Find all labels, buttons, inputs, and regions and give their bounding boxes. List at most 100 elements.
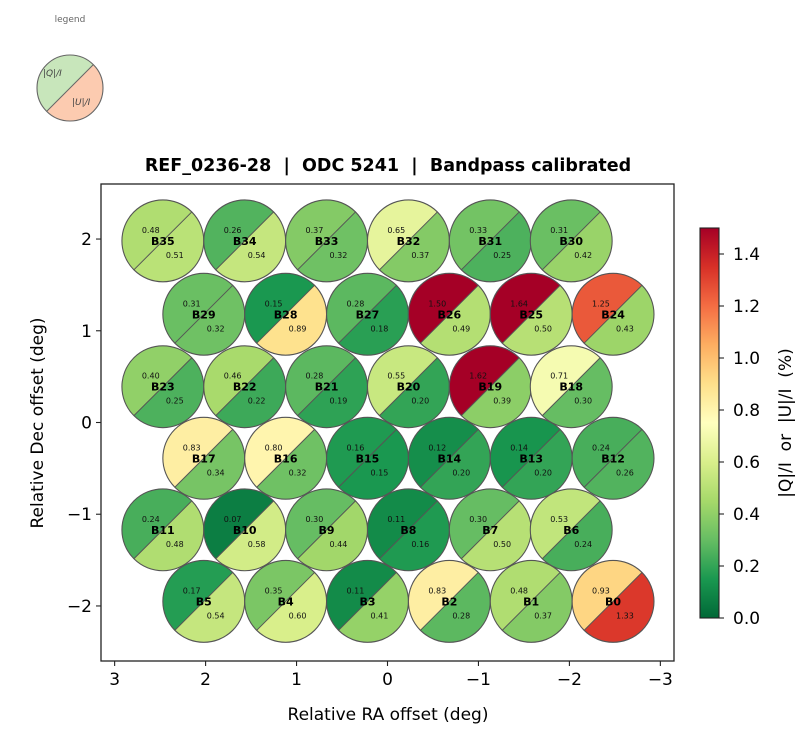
beam-u-value: 0.30 — [574, 397, 592, 406]
beam-label: B30 — [559, 235, 583, 248]
beam-label: B13 — [519, 452, 543, 465]
beam-u-value: 0.51 — [166, 251, 184, 260]
beam-b10-q-half — [203, 488, 274, 559]
beam-label: B18 — [559, 381, 583, 394]
colorbar-tick-label: 0.8 — [733, 401, 760, 421]
beam-b24-q-half — [572, 273, 643, 344]
beam-b33-u-half — [297, 211, 368, 282]
beam-b31-divider — [460, 211, 520, 271]
beam-b30-divider — [541, 211, 601, 271]
x-tick-label: 3 — [109, 670, 120, 690]
beam-b15-u-half — [338, 429, 409, 500]
beam-b33-divider — [297, 211, 356, 271]
beam-u-value: 0.39 — [493, 397, 511, 406]
beam-b14-u-half — [420, 429, 491, 500]
beam-b0-u-half — [584, 572, 654, 643]
y-tick-label: 0 — [81, 414, 92, 434]
beam-b25-q-half — [490, 273, 561, 344]
beam-label: B19 — [478, 381, 502, 394]
beam-label: B24 — [601, 308, 625, 321]
y-axis-ticks: 2 1 0 −1 −2 — [67, 230, 101, 617]
beam-b35-q-half — [121, 199, 192, 270]
beam-b14-q-half — [408, 417, 479, 488]
beam-b24-outline — [571, 272, 655, 356]
beam-q-value: 0.24 — [592, 443, 610, 452]
beam-label: B31 — [478, 235, 502, 248]
beam-q-value: 0.93 — [592, 586, 610, 595]
colorbar-tick-label: 0.6 — [733, 453, 760, 473]
beam-u-value: 0.37 — [534, 611, 552, 620]
beam-b31-q-half — [449, 199, 520, 270]
beam-q-value: 0.48 — [510, 586, 528, 595]
beam-b18-q-half — [530, 345, 601, 416]
y-axis-label: Relative Dec offset (deg) — [28, 317, 48, 528]
beam-label: B34 — [233, 235, 257, 248]
colorbar-tick-label: 0.4 — [733, 505, 760, 525]
chart-title: REF_0236-28 | ODC 5241 | Bandpass calibr… — [145, 156, 631, 176]
beam-u-value: 0.89 — [289, 324, 307, 333]
beam-b4-u-half — [256, 572, 327, 643]
beam-q-value: 0.07 — [224, 515, 242, 524]
beam-b13-divider — [501, 428, 561, 488]
beam-b9-u-half — [297, 500, 368, 571]
beam-b28-divider — [256, 284, 315, 344]
beam-b18-u-half — [542, 357, 613, 428]
beam-b25-u-half — [502, 285, 573, 356]
beam-u-value: 0.16 — [411, 540, 429, 549]
beam-label: B27 — [356, 308, 380, 321]
beam-label: B22 — [233, 381, 257, 394]
x-axis-label: Relative RA offset (deg) — [288, 705, 489, 725]
beam-label: B8 — [400, 524, 416, 537]
beam-q-value: 0.17 — [183, 586, 201, 595]
beam-q-value: 0.26 — [224, 226, 242, 235]
beam-b21-divider — [297, 357, 356, 417]
beam-b24-u-half — [584, 285, 654, 356]
colorbar-label: |Q|/I or |U|/I (%) — [776, 348, 796, 497]
beam-u-value: 0.28 — [452, 611, 470, 620]
beam-u-value: 0.58 — [248, 540, 266, 549]
colorbar-ticks: 0.0 0.2 0.4 0.6 0.8 1.0 1.2 1.4 — [719, 245, 760, 629]
beam-label: B28 — [274, 308, 298, 321]
beam-b33-q-half — [285, 199, 356, 270]
beam-b32-divider — [379, 211, 438, 271]
beam-b6-u-half — [542, 500, 613, 571]
beam-layer: 0.48B350.510.26B340.540.37B330.320.65B32… — [121, 199, 655, 643]
beam-u-value: 0.50 — [493, 540, 511, 549]
beam-b28-q-half — [244, 273, 315, 344]
beam-label: B6 — [563, 524, 579, 537]
beam-q-value: 0.80 — [265, 443, 283, 452]
beam-q-value: 0.83 — [183, 443, 201, 452]
beam-u-value: 0.48 — [166, 540, 184, 549]
beam-q-value: 0.48 — [142, 226, 160, 235]
beam-q-value: 0.37 — [306, 226, 324, 235]
beam-q-value: 0.83 — [428, 586, 446, 595]
beam-q-value: 0.14 — [510, 443, 528, 452]
beam-b9-q-half — [285, 488, 356, 559]
beam-b2-u-half — [420, 572, 491, 643]
legend: legend |Q|/I |U|/I — [36, 15, 104, 122]
beam-b19-divider — [460, 357, 520, 417]
beam-q-value: 0.53 — [550, 515, 568, 524]
beam-u-value: 0.20 — [452, 468, 470, 477]
beam-b16-q-half — [244, 417, 315, 488]
beam-b19-q-half — [449, 345, 520, 416]
beam-b1-q-half — [490, 560, 561, 631]
beam-b30-u-half — [542, 211, 613, 282]
beam-b18-divider — [541, 357, 601, 417]
beam-q-value: 0.15 — [265, 299, 283, 308]
beam-u-value: 0.44 — [330, 540, 348, 549]
beam-q-value: 0.40 — [142, 372, 160, 381]
x-axis-ticks: 3 2 1 0 −1 −2 −3 — [109, 661, 673, 690]
x-tick-label: −2 — [557, 670, 582, 690]
beam-q-value: 0.31 — [183, 299, 201, 308]
